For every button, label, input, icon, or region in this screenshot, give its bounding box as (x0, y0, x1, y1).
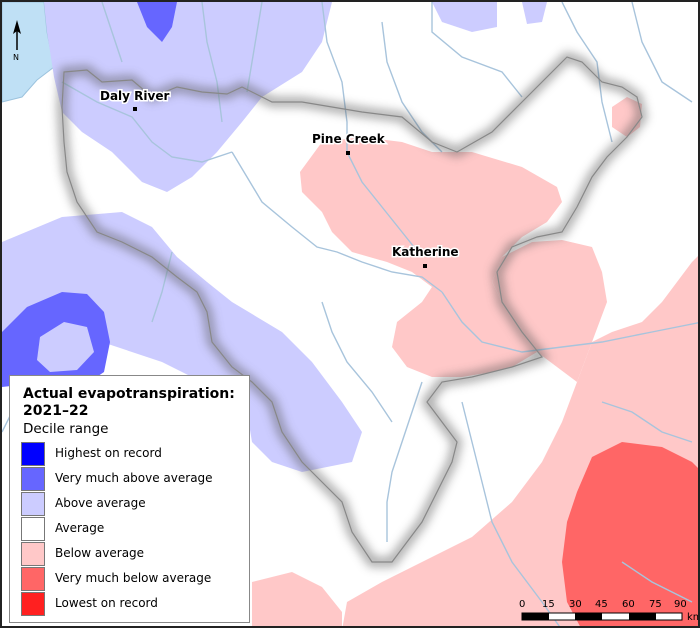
legend-title: Actual evapotranspiration: 2021–22 (23, 386, 235, 419)
town-label: Daly River (100, 89, 169, 103)
scale-tick-0: 0 (519, 599, 526, 610)
scale-tick-45: 45 (595, 599, 608, 610)
legend-label: Highest on record (55, 446, 162, 460)
town-pine-creek[interactable]: Pine Creek (311, 131, 387, 155)
scale-tick-60: 60 (622, 599, 635, 610)
legend-item-very-much-below: Very much below average (21, 567, 246, 592)
legend-label: Below average (55, 546, 145, 560)
legend-item-lowest: Lowest on record (21, 592, 246, 617)
scale-bar (521, 612, 683, 621)
town-marker (346, 151, 350, 155)
legend-label: Above average (55, 496, 146, 510)
town-daly-river[interactable]: Daly River (99, 88, 171, 111)
legend-swatch (21, 442, 45, 466)
town-label: Pine Creek (312, 132, 386, 146)
legend-item-average: Average (21, 517, 246, 542)
zone-above-average-north (44, 2, 332, 192)
scale-tick-75: 75 (649, 599, 662, 610)
zone-above-average-hole (37, 322, 94, 372)
legend-item-below: Below average (21, 542, 246, 567)
zone-very-much-below-southeast (562, 442, 698, 626)
scale-tick-30: 30 (569, 599, 582, 610)
map-legend: Actual evapotranspiration: 2021–22 Decil… (9, 375, 250, 623)
legend-swatch (21, 542, 45, 566)
legend-label: Very much below average (55, 571, 212, 585)
zone-below-average-east-2 (492, 240, 607, 382)
legend-label: Average (55, 521, 105, 535)
legend-swatch (21, 567, 45, 591)
north-arrow-label: N (13, 53, 19, 62)
zone-very-much-above-north (137, 2, 177, 42)
legend-item-very-much-above: Very much above average (21, 467, 246, 492)
north-arrow-icon (13, 20, 21, 50)
zone-above-average-top-right (432, 2, 497, 32)
town-katherine[interactable]: Katherine (391, 244, 460, 268)
zone-below-average-central (300, 137, 562, 377)
legend-subtitle: Decile range (23, 421, 109, 437)
legend-item-above: Above average (21, 492, 246, 517)
zone-above-average-top-right-2 (522, 2, 547, 24)
scale-tick-15: 15 (542, 599, 555, 610)
town-marker (133, 107, 137, 111)
zone-below-average-southwest (252, 572, 342, 626)
town-label: Katherine (392, 245, 459, 259)
legend-label: Lowest on record (55, 596, 158, 610)
scale-tick-90: 90 (674, 599, 687, 610)
legend-item-highest: Highest on record (21, 442, 246, 467)
legend-swatch (21, 467, 45, 491)
legend-swatch (21, 492, 45, 516)
scale-unit: km (687, 612, 698, 623)
legend-swatch (21, 592, 45, 616)
town-marker (423, 264, 427, 268)
region-boundary (61, 56, 643, 563)
legend-label: Very much above average (55, 471, 213, 485)
legend-swatch (21, 517, 45, 541)
